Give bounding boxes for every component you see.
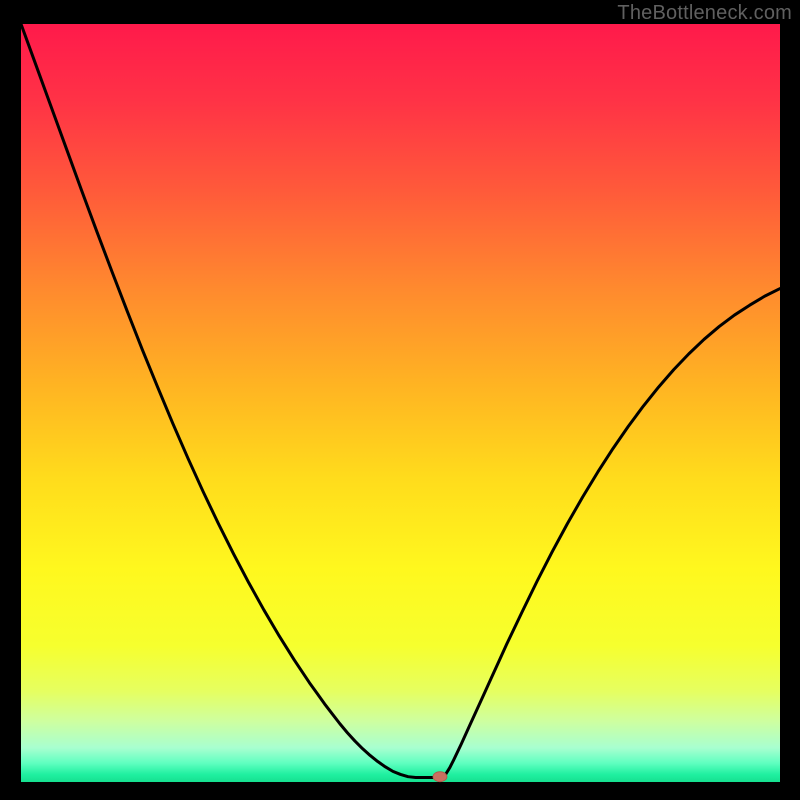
chart-container: { "watermark": { "text": "TheBottleneck.… (0, 0, 800, 800)
bottleneck-chart (0, 0, 800, 800)
plot-background (21, 24, 780, 782)
watermark-text: TheBottleneck.com (617, 2, 792, 25)
optimal-point-marker (433, 772, 447, 782)
